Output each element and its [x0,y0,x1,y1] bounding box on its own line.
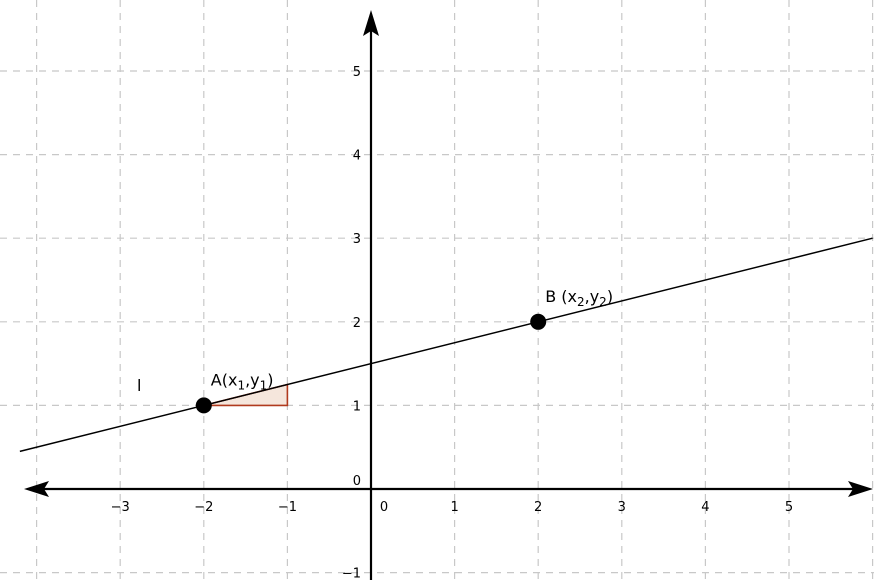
x-axis-arrow-right [848,481,873,497]
point-A [195,397,212,414]
y-tick-label: 5 [353,65,361,80]
points-group: A(x1,y1) B (x2,y2) [195,287,613,414]
x-tick-label: −2 [194,500,213,515]
x-tick-label: 1 [450,500,458,515]
x-tick-label: 3 [618,500,626,515]
axes [24,10,873,580]
tick-labels: −3 −2 −1 0 1 2 3 4 5 −1 0 1 2 3 4 5 [111,65,794,580]
x-tick-label: −3 [111,500,130,515]
x-axis-arrow-left [24,481,49,497]
y-axis-arrow-up [363,10,379,36]
point-A-label: A(x1,y1) [211,370,274,392]
line-l [19,237,873,453]
y-tick-label: 0 [353,474,361,489]
point-B [530,313,547,330]
line-l-label: l [137,376,141,395]
y-tick-label: 2 [353,316,361,331]
x-tick-label: 0 [380,500,388,515]
y-tick-label: −1 [342,567,361,580]
line-group: l [19,237,873,453]
x-tick-label: 5 [785,500,793,515]
x-tick-label: 4 [701,500,709,515]
point-B-label: B (x2,y2) [545,287,613,309]
x-tick-label: 2 [534,500,542,515]
y-tick-label: 4 [353,149,361,164]
y-tick-label: 1 [353,399,361,414]
y-tick-label: 3 [353,232,361,247]
x-tick-label: −1 [278,500,297,515]
